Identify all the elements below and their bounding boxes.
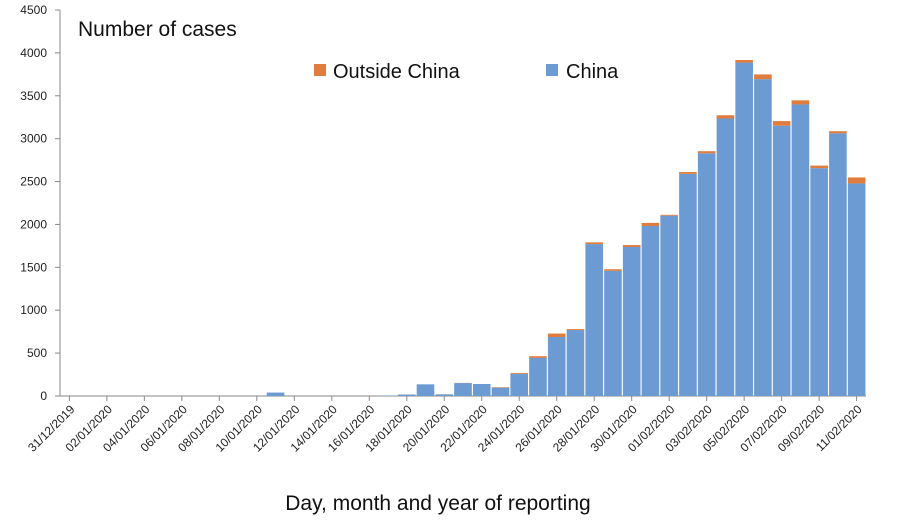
bar-china-09-02-2020 xyxy=(810,168,828,396)
y-tick-label: 2000 xyxy=(20,217,47,231)
bar-china-22-01-2020 xyxy=(472,383,491,396)
y-tick-label: 2500 xyxy=(20,175,47,189)
bar-outside-china-10-02-2020 xyxy=(829,131,847,134)
bar-china-27-01-2020 xyxy=(566,330,585,396)
bar-china-25-01-2020 xyxy=(529,357,547,396)
bar-china-02-02-2020 xyxy=(679,173,697,396)
legend: Outside China China xyxy=(314,61,619,83)
bar-outside-china-31-01-2020 xyxy=(641,222,660,226)
bar-china-07-02-2020 xyxy=(772,125,791,397)
bar-china-18-01-2020 xyxy=(397,394,416,396)
bar-china-31-01-2020 xyxy=(641,225,660,396)
y-tick-label: 1500 xyxy=(20,260,47,274)
bar-outside-china-25-01-2020 xyxy=(529,356,547,358)
bar-outside-china-26-01-2020 xyxy=(547,333,566,337)
bar-outside-china-11-02-2020 xyxy=(847,177,866,184)
y-tick-label: 3500 xyxy=(20,89,47,103)
bar-outside-china-02-02-2020 xyxy=(679,172,697,174)
bar-outside-china-29-01-2020 xyxy=(604,269,622,271)
x-axis-label: Day, month and year of reporting xyxy=(285,492,590,515)
y-tick-label: 1000 xyxy=(20,303,47,317)
y-tick-label: 0 xyxy=(40,389,47,403)
bar-outside-china-05-02-2020 xyxy=(735,60,753,63)
y-tick-label: 4500 xyxy=(20,3,47,17)
bar-outside-china-30-01-2020 xyxy=(622,245,641,247)
bar-outside-china-27-01-2020 xyxy=(566,329,585,331)
bar-china-24-01-2020 xyxy=(510,373,529,396)
bar-outside-china-08-02-2020 xyxy=(791,100,810,105)
legend-label-china: China xyxy=(566,61,619,83)
bar-china-29-01-2020 xyxy=(604,270,622,396)
y-ticks: 0 500 1000 1500 2000 2500 3000 3500 4000 4500 xyxy=(20,3,60,403)
bar-china-11-02-2020 xyxy=(847,183,866,396)
bar-china-19-01-2020 xyxy=(416,384,435,396)
bar-china-10-02-2020 xyxy=(829,133,847,396)
bar-china-26-01-2020 xyxy=(547,336,566,396)
bar-china-23-01-2020 xyxy=(491,387,510,396)
bar-china-28-01-2020 xyxy=(585,244,604,396)
y-tick-label: 500 xyxy=(27,346,47,360)
legend-item-outside-china: Outside China xyxy=(314,61,461,83)
bar-outside-china-07-02-2020 xyxy=(772,121,791,126)
y-axis-label: Number of cases xyxy=(78,18,237,41)
legend-item-china: China xyxy=(546,61,619,83)
bar-china-01-02-2020 xyxy=(660,215,678,396)
x-axis: 31/12/201902/01/202004/01/202006/01/2020… xyxy=(25,395,866,455)
x-ticks: 31/12/201902/01/202004/01/202006/01/2020… xyxy=(25,396,865,455)
bar-outside-china-01-02-2020 xyxy=(660,214,678,216)
bar-china-06-02-2020 xyxy=(754,79,772,396)
bar-china-20-01-2020 xyxy=(435,394,454,396)
legend-swatch-outside-china xyxy=(314,64,326,76)
bar-outside-china-09-02-2020 xyxy=(810,165,828,169)
bar-outside-china-04-02-2020 xyxy=(716,115,735,119)
bar-china-11-01-2020 xyxy=(266,392,285,396)
bar-china-05-02-2020 xyxy=(735,62,753,396)
y-axis: 0 500 1000 1500 2000 2500 3000 3500 4000 4500 xyxy=(20,3,61,403)
bar-outside-china-06-02-2020 xyxy=(754,74,772,80)
bar-outside-china-24-01-2020 xyxy=(510,372,529,374)
bar-outside-china-23-01-2020 xyxy=(491,387,510,388)
y-tick-label: 4000 xyxy=(20,46,47,60)
bar-china-04-02-2020 xyxy=(716,118,735,396)
y-tick-label: 3000 xyxy=(20,132,47,146)
bar-china-08-02-2020 xyxy=(791,104,810,396)
bar-outside-china-03-02-2020 xyxy=(697,151,716,154)
bar-china-21-01-2020 xyxy=(454,383,472,396)
legend-swatch-china xyxy=(546,64,558,76)
legend-label-outside-china: Outside China xyxy=(333,61,461,83)
bar-china-03-02-2020 xyxy=(697,153,716,396)
bar-china-30-01-2020 xyxy=(622,247,641,396)
bars xyxy=(266,60,866,397)
bar-outside-china-28-01-2020 xyxy=(585,242,604,245)
